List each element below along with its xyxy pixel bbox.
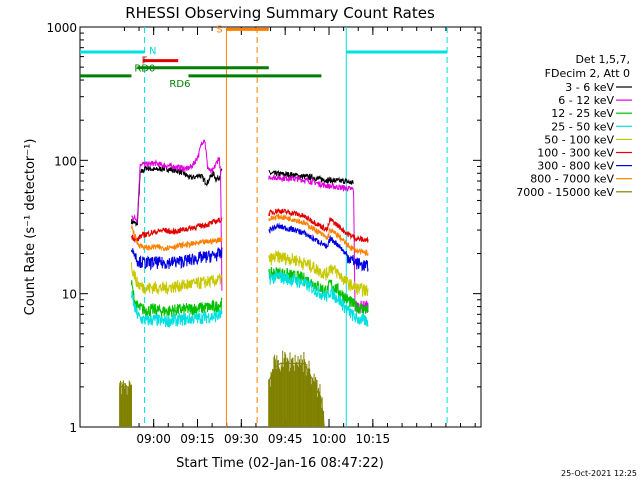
legend-entry-25-50-kev: 25 - 50 keV	[551, 120, 614, 133]
chart-title: RHESSI Observing Summary Count Rates	[125, 4, 435, 22]
x-tick-label: 09:30	[224, 432, 259, 446]
legend-entry-50-100-kev: 50 - 100 keV	[544, 133, 614, 146]
legend-entry-3-6-kev: 3 - 6 keV	[565, 81, 614, 94]
x-tick-label: 10:15	[356, 432, 391, 446]
series-6-12-kev-line	[131, 139, 223, 291]
plot-area: 09:00 09:15 09:30 09:45 10:00 10:15 1 10 100 1000…	[46, 21, 482, 446]
series-800-7000-kev-line	[130, 224, 223, 252]
series-800-7000-kev-line	[268, 213, 369, 256]
series-6-12-kev-line	[268, 173, 369, 314]
x-tick-label: 09:15	[180, 432, 215, 446]
legend-entry-6-12-kev: 6 - 12 keV	[558, 94, 614, 107]
series-100-300-kev-line	[130, 217, 223, 244]
series-25-50-kev-line	[130, 291, 223, 328]
x-tick-label: 09:00	[136, 432, 171, 446]
legend-entry-7000-15000-kev: 7000 - 15000 keV	[516, 186, 614, 199]
x-tick-label: 09:45	[268, 432, 303, 446]
series-50-100-kev-line	[130, 262, 223, 296]
series-300-800-kev-line	[130, 246, 223, 271]
legend-entry-300-800-kev: 300 - 800 keV	[537, 160, 614, 173]
series-300-800-kev-line	[268, 222, 369, 272]
flag-rd0-label: RD0	[134, 64, 155, 75]
series-7000-15000-kev-line	[119, 386, 132, 427]
legend-entry-800-7000-kev: 800 - 7000 keV	[530, 173, 614, 186]
footer-timestamp: 25-Oct-2021 12:25	[561, 469, 637, 478]
legend-entry-12-25-kev: 12 - 25 keV	[551, 107, 614, 120]
x-axis-label: Start Time (02-Jan-16 08:47:22)	[176, 456, 384, 471]
flag-rd6-label: RD6	[169, 79, 190, 90]
series-3-6-kev-line	[130, 165, 223, 227]
x-tick-label: 10:00	[312, 432, 347, 446]
legend-header-line-2: FDecim 2, Att 0	[545, 67, 630, 80]
flag-n-label: N	[149, 46, 156, 57]
y-tick-label: 10	[62, 288, 77, 302]
y-axis-label: Count Rate (s⁻¹ detector⁻¹)	[23, 139, 38, 316]
series-7000-15000-kev-line	[268, 362, 325, 428]
flag-s-label: S	[216, 24, 222, 35]
flag-f-label: F	[142, 56, 148, 67]
series-50-100-kev-line	[268, 249, 369, 297]
series-100-300-kev-line	[268, 208, 369, 243]
y-tick-label: 1	[69, 421, 77, 435]
series-25-50-kev-line	[268, 269, 369, 327]
series-3-6-kev-line	[268, 169, 354, 185]
legend-header-line-1: Det 1,5,7,	[575, 53, 630, 66]
legend-entry-100-300-kev: 100 - 300 keV	[537, 147, 614, 160]
y-tick-label: 100	[54, 154, 77, 168]
y-tick-label: 1000	[46, 21, 77, 35]
